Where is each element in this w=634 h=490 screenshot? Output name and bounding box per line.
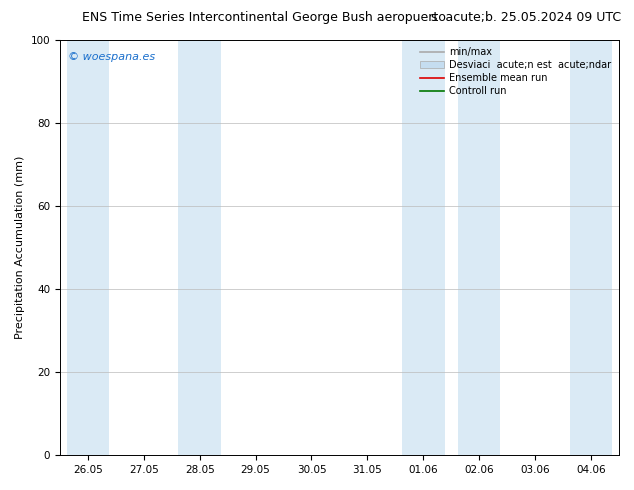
Text: s  acute;b. 25.05.2024 09 UTC: s acute;b. 25.05.2024 09 UTC [431,11,621,24]
Bar [570,40,612,455]
Legend: min/max, Desviaci  acute;n est  acute;ndar, Ensemble mean run, Controll run: min/max, Desviaci acute;n est acute;ndar… [417,45,614,99]
Text: ENS Time Series Intercontinental George Bush aeropuerto: ENS Time Series Intercontinental George … [82,11,446,24]
Bar [67,40,109,455]
Bar [178,40,221,455]
Y-axis label: Precipitation Accumulation (mm): Precipitation Accumulation (mm) [15,156,25,339]
Bar [402,40,444,455]
Text: © woespana.es: © woespana.es [68,52,155,62]
Bar [458,40,500,455]
